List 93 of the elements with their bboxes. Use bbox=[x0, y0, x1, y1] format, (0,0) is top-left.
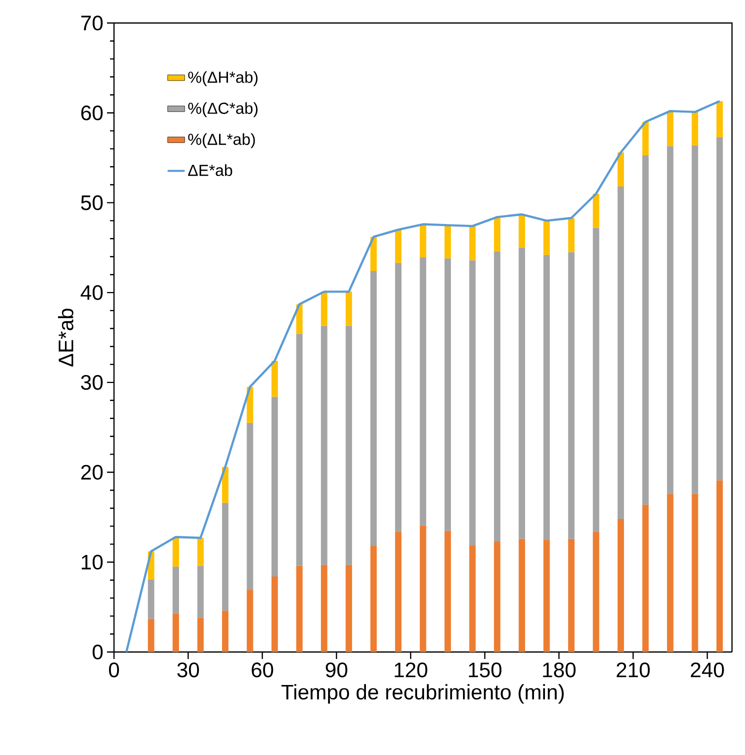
x-tick-label: 30 bbox=[177, 662, 199, 678]
bar bbox=[716, 101, 723, 138]
bar bbox=[296, 334, 303, 566]
bar bbox=[320, 564, 328, 652]
bar bbox=[494, 217, 500, 252]
line-series bbox=[125, 100, 721, 654]
y-tick-label: 10 bbox=[82, 554, 103, 570]
bar bbox=[543, 254, 550, 540]
bar bbox=[296, 304, 303, 334]
legend-label: %(ΔH*ab) bbox=[188, 71, 258, 86]
bar bbox=[568, 538, 575, 652]
bar bbox=[494, 541, 500, 652]
x-tick-label: 150 bbox=[468, 662, 502, 678]
bar bbox=[592, 194, 600, 228]
bar bbox=[370, 546, 377, 652]
x-tick-label: 60 bbox=[252, 662, 274, 678]
bar bbox=[518, 538, 526, 652]
bar bbox=[395, 262, 402, 532]
y-tick-label: 60 bbox=[81, 105, 103, 120]
bar bbox=[172, 566, 179, 614]
bar bbox=[420, 224, 426, 258]
bar bbox=[346, 326, 352, 565]
x-tick-label: 180 bbox=[543, 662, 576, 678]
y-tick-label: 40 bbox=[80, 285, 103, 300]
legend-label: %(ΔC*ab) bbox=[188, 102, 258, 118]
bar bbox=[320, 326, 328, 565]
bar bbox=[370, 236, 377, 272]
x-tick-label: 240 bbox=[690, 662, 724, 678]
bar bbox=[346, 564, 352, 652]
bar bbox=[618, 519, 624, 652]
bar bbox=[618, 186, 624, 520]
bar bbox=[469, 226, 476, 260]
bar bbox=[692, 145, 698, 494]
y-tick-label: 50 bbox=[81, 195, 103, 210]
y-axis-title: ΔE*ab bbox=[58, 308, 74, 367]
legend-label: %(ΔL*ab) bbox=[188, 133, 255, 148]
bar bbox=[692, 112, 698, 146]
bar bbox=[346, 292, 352, 326]
y-tick-label: 0 bbox=[92, 644, 103, 660]
bar bbox=[271, 576, 278, 652]
legend-label: ΔE*ab bbox=[188, 164, 232, 176]
bar bbox=[667, 494, 674, 652]
bar bbox=[444, 225, 451, 258]
bar bbox=[692, 494, 698, 652]
bar bbox=[395, 532, 402, 652]
bar bbox=[197, 538, 204, 566]
bar bbox=[271, 396, 278, 577]
bar bbox=[444, 530, 451, 652]
bar bbox=[543, 540, 550, 652]
bar bbox=[543, 220, 550, 255]
bar bbox=[222, 502, 228, 611]
bar bbox=[172, 613, 179, 652]
bar bbox=[716, 137, 723, 480]
bar bbox=[592, 532, 600, 652]
y-tick-label: 70 bbox=[81, 16, 103, 30]
y-tick-label: 20 bbox=[81, 464, 103, 480]
bar bbox=[222, 466, 228, 503]
bar bbox=[518, 248, 526, 539]
x-tick-label: 90 bbox=[326, 662, 348, 678]
bar bbox=[642, 155, 649, 505]
bar bbox=[592, 228, 600, 532]
bar bbox=[469, 545, 476, 652]
bar bbox=[420, 258, 426, 526]
bar bbox=[395, 230, 402, 263]
y-tick-label: 30 bbox=[81, 375, 103, 390]
bar bbox=[568, 252, 575, 539]
bar bbox=[197, 566, 204, 618]
bar bbox=[370, 271, 377, 546]
bar bbox=[197, 618, 204, 652]
bar bbox=[444, 258, 451, 531]
bar bbox=[420, 525, 426, 652]
x-axis-title: Tiempo de recubrimiento (min) bbox=[281, 684, 564, 704]
x-tick-label: 0 bbox=[108, 662, 119, 678]
bar bbox=[642, 504, 649, 652]
bar bbox=[494, 251, 500, 542]
bar bbox=[568, 218, 575, 252]
bar bbox=[246, 590, 254, 652]
bar bbox=[172, 536, 179, 567]
bar bbox=[667, 146, 674, 494]
x-tick-label: 120 bbox=[394, 662, 428, 678]
bar bbox=[148, 579, 154, 619]
bar bbox=[320, 292, 328, 326]
bar bbox=[518, 214, 526, 248]
x-tick-label: 210 bbox=[616, 662, 650, 678]
bar bbox=[618, 152, 624, 187]
bar bbox=[148, 618, 154, 652]
bar bbox=[469, 260, 476, 546]
bar bbox=[716, 480, 723, 652]
bar bbox=[246, 422, 254, 590]
bar bbox=[296, 566, 303, 652]
bar bbox=[667, 111, 674, 146]
bar bbox=[271, 360, 278, 397]
bar bbox=[222, 610, 228, 652]
